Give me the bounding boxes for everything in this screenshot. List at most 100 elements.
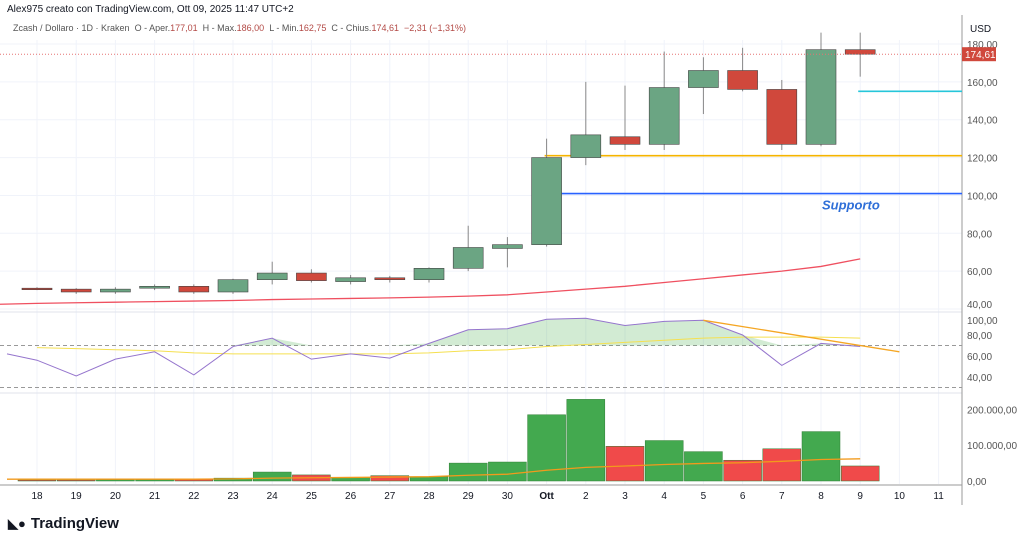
open-value: 177,01: [170, 23, 198, 33]
rsi-overbought-fill: [507, 319, 547, 346]
volume-bar: [801, 431, 841, 482]
price-tick: 100,00: [967, 191, 998, 202]
time-tick: 30: [502, 491, 514, 502]
volume-bar: [56, 479, 96, 482]
candle-body: [335, 277, 366, 282]
price-tick: 120,00: [967, 154, 998, 165]
price-tick: 140,00: [967, 116, 998, 127]
time-tick: 23: [227, 491, 239, 502]
close-value: 174,61: [371, 23, 399, 33]
candle-body: [492, 244, 523, 249]
candle-body: [139, 286, 170, 289]
time-tick: 20: [110, 491, 122, 502]
ohlc-legend: Zcash / Dollaro · 1D · Kraken O - Aper.1…: [13, 23, 466, 33]
price-tick: 180,00: [967, 40, 998, 51]
price-tick: 160,00: [967, 78, 998, 89]
candle-body: [21, 287, 53, 290]
candle-body: [766, 89, 798, 145]
candle-body: [217, 279, 249, 293]
price-tick: 60,00: [967, 267, 992, 278]
rsi-tick: 80,00: [967, 331, 992, 342]
volume-bar: [252, 471, 292, 482]
candle-body: [844, 49, 876, 55]
tradingview-logo: ◣● TradingView: [8, 515, 119, 532]
time-tick: 7: [779, 491, 785, 502]
change-value: −2,31 (−1,31%): [403, 23, 467, 33]
low-value: 162,75: [298, 23, 327, 33]
time-tick: 27: [384, 491, 396, 502]
candle-body: [609, 136, 641, 145]
volume-bar: [762, 448, 802, 482]
candle-body: [413, 268, 445, 280]
chart-credit: Alex975 creato con TradingView.com, Ott …: [7, 4, 294, 15]
volume-tick: 200.000,00: [967, 405, 1017, 416]
currency-label: USD: [970, 24, 991, 35]
time-tick: 25: [306, 491, 318, 502]
volume-bar: [488, 461, 527, 482]
volume-ma-line: [7, 458, 861, 480]
time-tick: 6: [740, 491, 746, 502]
volume-bar: [605, 446, 645, 482]
volume-bar: [370, 475, 410, 482]
volume-bar: [644, 440, 684, 482]
rsi-line: [6, 317, 861, 377]
candle-body: [374, 277, 406, 280]
time-tick: 9: [857, 491, 863, 502]
candle-body: [648, 87, 680, 145]
rsi-overbought-fill: [821, 343, 861, 346]
close-label: C - Chius.: [331, 23, 372, 33]
candle-body: [256, 272, 288, 280]
price-tick: 40,00: [967, 300, 992, 311]
rsi-ma-line: [36, 336, 861, 355]
candle-body: [452, 247, 484, 269]
high-value: 186,00: [236, 23, 265, 33]
volume-bar: [723, 459, 762, 482]
time-tick: 28: [423, 491, 435, 502]
moving-average-line: [36, 258, 861, 304]
high-label: H - Max.: [202, 23, 237, 33]
volume-bar: [840, 465, 880, 482]
time-tick: 19: [71, 491, 83, 502]
candle-body: [727, 70, 758, 90]
divergence-line: [703, 319, 900, 353]
volume-tick: 0,00: [967, 477, 987, 488]
time-tick: 22: [188, 491, 200, 502]
time-tick: 24: [267, 491, 279, 502]
rsi-overbought-fill: [664, 320, 704, 346]
time-tick: 5: [701, 491, 707, 502]
rsi-tick: 100,00: [967, 316, 998, 327]
symbol-label: Zcash / Dollaro · 1D · Kraken: [13, 23, 130, 33]
volume-bar: [684, 451, 723, 482]
moving-average-line: [0, 302, 38, 305]
time-tick: 3: [622, 491, 628, 502]
open-label: O - Aper.: [134, 23, 171, 33]
time-tick: 8: [818, 491, 824, 502]
time-tick: 26: [345, 491, 357, 502]
time-tick: 18: [31, 491, 43, 502]
logo-text: TradingView: [30, 515, 119, 532]
volume-bar: [17, 479, 57, 482]
rsi-tick: 40,00: [967, 373, 992, 384]
time-tick: 21: [149, 491, 161, 502]
time-tick: 11: [933, 491, 944, 502]
level-label: Supporto: [822, 198, 880, 213]
volume-bar: [448, 462, 488, 482]
candle-body: [178, 286, 210, 293]
last-price-badge: [962, 47, 996, 62]
logo-icon: ◣●: [8, 515, 26, 531]
last-price-label: 174,61: [965, 50, 996, 61]
rsi-overbought-fill: [585, 318, 625, 346]
candle-body: [531, 157, 562, 245]
time-tick: 29: [463, 491, 475, 502]
candle-body: [570, 134, 602, 158]
rsi-overbought-fill: [468, 328, 508, 346]
time-tick: 2: [583, 491, 589, 502]
time-tick: 4: [661, 491, 667, 502]
time-tick: Ott: [539, 491, 554, 502]
rsi-overbought-fill: [742, 335, 782, 346]
candle-body: [296, 272, 327, 281]
rsi-overbought-fill: [233, 338, 273, 346]
rsi-overbought-fill: [703, 320, 743, 346]
rsi-overbought-fill: [546, 318, 586, 346]
